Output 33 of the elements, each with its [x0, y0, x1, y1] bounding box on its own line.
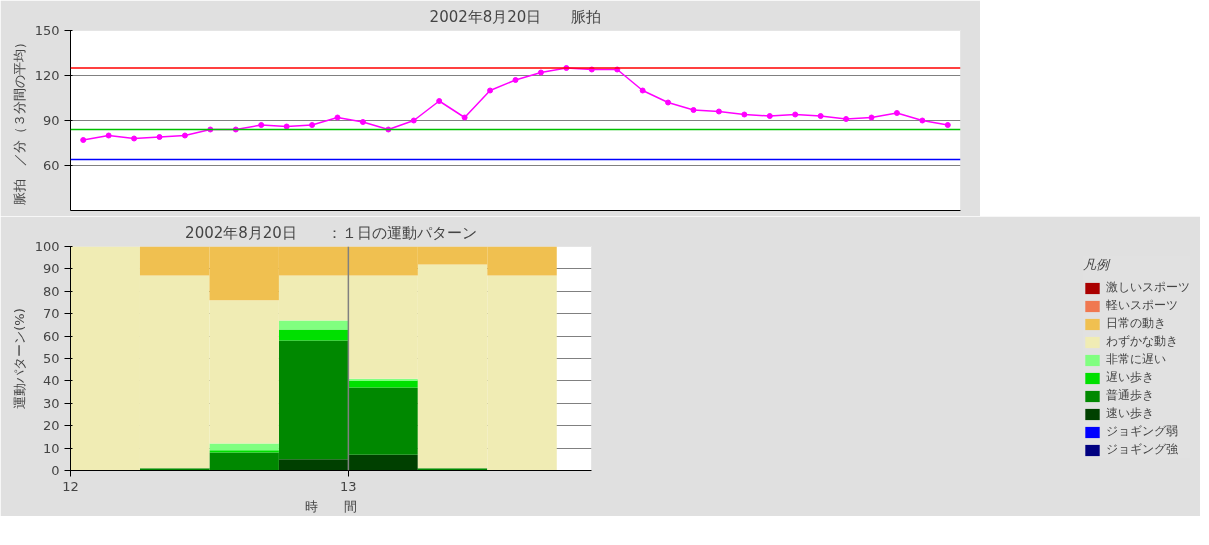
legend-label: ジョギング弱 [1106, 423, 1178, 440]
x-tick-label: 13 [340, 478, 357, 494]
legend-label: 非常に遅い [1106, 351, 1166, 368]
y-tick-label: 10 [42, 440, 60, 456]
y-tick-label: 0 [51, 463, 60, 478]
legend-label: 日常の動き [1106, 315, 1166, 332]
legend-label: ジョギング強 [1106, 441, 1178, 458]
legend-title: 凡例 [1083, 256, 1112, 274]
y-tick-label: 70 [42, 306, 60, 322]
legend-label: わずかな動き [1106, 333, 1178, 350]
legend-label: 軽いスポーツ [1106, 297, 1178, 314]
y-tick-label: 100 [34, 239, 60, 254]
y-tick-label: 150 [34, 23, 60, 38]
y-tick-label: 120 [34, 68, 60, 83]
x-axis-title: 時 間 [305, 498, 357, 514]
legend-label: 普通歩き [1106, 387, 1154, 404]
y-tick-label: 60 [42, 328, 60, 344]
chart-title: 2002年8月20日 脈拍 [429, 7, 602, 26]
y-axis-title: 脈拍 ／分（３分間の平均） [11, 36, 27, 205]
y-tick-label: 60 [42, 158, 60, 173]
y-tick-label: 20 [42, 418, 60, 434]
y-tick-label: 30 [42, 395, 60, 411]
legend-label: 激しいスポーツ [1106, 279, 1190, 296]
x-tick-label: 12 [62, 478, 79, 494]
y-tick-label: 90 [42, 261, 60, 277]
chart-title: 2002年8月20日 ：１日の運動パターン [185, 223, 477, 242]
y-tick-label: 80 [42, 283, 60, 299]
y-axis-title: 運動パターン(%) [11, 308, 27, 409]
legend-label: 速い歩き [1106, 405, 1154, 422]
y-tick-label: 40 [42, 373, 60, 389]
legend-label: 遅い歩き [1106, 369, 1154, 386]
y-tick-label: 50 [42, 351, 60, 366]
y-tick-label: 90 [42, 113, 60, 128]
